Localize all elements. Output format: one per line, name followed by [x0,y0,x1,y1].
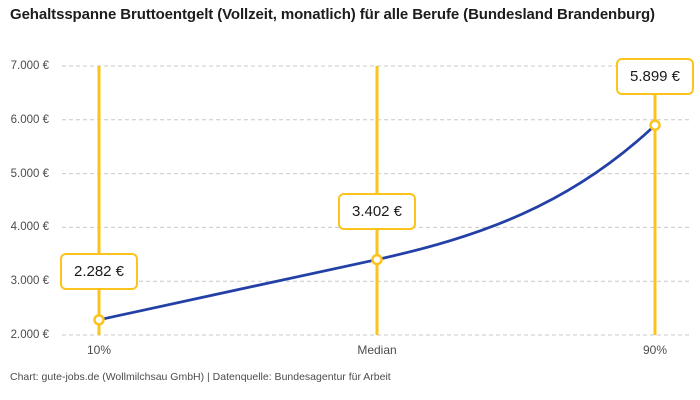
data-point-marker [649,119,661,131]
y-axis-tick-label: 6.000 € [10,113,49,126]
attribution-text: Chart: gute-jobs.de (Wollmilchsau GmbH) … [10,371,391,383]
y-axis-tick-label: 4.000 € [10,221,49,234]
data-point-marker [93,314,105,326]
y-axis-tick-label: 5.000 € [10,167,49,180]
y-axis-tick-label: 2.000 € [10,329,49,341]
x-axis-label-median: Median [357,343,397,357]
y-axis-tick-label: 3.000 € [10,275,49,288]
value-label-box-90th-percentile: 5.899 € [615,58,695,96]
data-point-marker [371,253,383,266]
x-axis-label-90th-percentile: 90% [642,343,668,357]
value-label-box-median: 3.402 € [337,192,417,230]
x-axis-label-10th-percentile: 10% [86,343,112,357]
y-axis-tick-label: 7.000 € [10,60,49,72]
chart-title: Gehaltsspanne Bruttoentgelt (Vollzeit, m… [10,6,655,23]
value-label-box-10th-percentile: 2.282 € [59,252,139,290]
